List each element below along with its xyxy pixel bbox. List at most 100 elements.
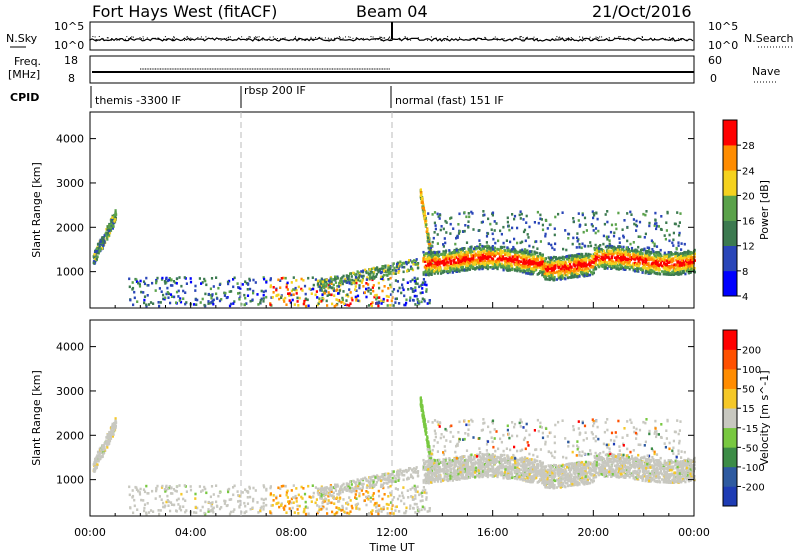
power-cell	[484, 253, 488, 256]
power-cell	[656, 263, 659, 267]
power-cell	[349, 302, 352, 305]
power-cell	[334, 275, 338, 279]
nsearch-point	[126, 36, 128, 38]
power-cell	[629, 210, 632, 214]
power-cell	[498, 263, 502, 266]
power-cell	[402, 270, 405, 274]
power-cell	[320, 300, 323, 303]
power-cell	[107, 233, 110, 237]
nsearch-point	[188, 39, 190, 41]
power-cell	[650, 262, 653, 266]
velocity-cell	[154, 497, 157, 500]
velocity-cell	[162, 501, 165, 505]
power-cell	[441, 259, 444, 263]
power-cell	[591, 272, 594, 276]
power-cell	[520, 269, 523, 273]
power-cell	[564, 270, 567, 274]
power-cell	[138, 285, 142, 288]
power-cell	[463, 247, 466, 250]
power-cell	[317, 302, 320, 305]
power-cell	[584, 252, 587, 256]
power-cell	[531, 253, 534, 256]
power-cell	[228, 304, 232, 308]
velocity-cell	[282, 484, 285, 488]
power-cell	[178, 299, 181, 302]
power-cell	[369, 274, 372, 277]
power-cell	[511, 248, 514, 251]
power-cell	[237, 292, 240, 295]
power-cell	[654, 260, 657, 263]
power-cell	[328, 281, 331, 285]
power-cell	[230, 290, 233, 293]
power-cell	[617, 262, 620, 265]
power-cell	[279, 279, 282, 282]
power-cell	[307, 304, 310, 308]
noise-tick-right-top: 10^5	[708, 20, 738, 33]
power-cell	[460, 268, 463, 272]
power-cell	[553, 260, 556, 263]
power-cell	[423, 299, 426, 303]
power-cell	[412, 262, 415, 266]
power-cell	[455, 268, 458, 272]
power-cell	[288, 294, 291, 297]
nsearch-point	[130, 37, 132, 39]
velocity-cell	[302, 487, 305, 490]
power-cell	[320, 286, 323, 290]
power-cell	[401, 286, 404, 289]
power-cell	[140, 290, 143, 294]
power-cell	[436, 212, 439, 216]
power-cell	[623, 249, 626, 253]
velocity-cell	[182, 497, 185, 501]
power-cell	[426, 270, 429, 274]
nsearch-point	[665, 38, 666, 40]
power-cell	[654, 222, 657, 225]
power-cell	[351, 298, 354, 302]
power-cell	[143, 301, 146, 305]
power-cell	[437, 254, 441, 258]
power-cell	[679, 252, 682, 255]
power-cell	[523, 258, 526, 262]
power-cell	[637, 245, 640, 249]
power-cell	[579, 256, 582, 259]
power-cell	[544, 267, 547, 270]
power-cell	[583, 274, 586, 277]
nsearch-point	[548, 39, 550, 41]
power-cell	[449, 266, 452, 270]
power-cell	[652, 265, 655, 269]
velocity-cell	[100, 455, 103, 458]
velocity-cell	[168, 485, 171, 488]
velocity-cell	[131, 489, 134, 492]
power-cell	[354, 285, 357, 288]
power-cell	[455, 256, 458, 259]
power-cell	[203, 277, 206, 281]
power-cell	[485, 257, 488, 261]
power-cell	[246, 294, 250, 297]
velocity-cell	[286, 496, 289, 499]
power-cell	[361, 278, 364, 282]
power-cell	[471, 254, 475, 258]
nsearch-point	[255, 36, 257, 38]
power-cell	[466, 269, 469, 272]
power-cell	[386, 270, 389, 274]
power-cell	[394, 301, 397, 304]
power-cell	[568, 276, 572, 279]
power-cell	[259, 299, 262, 302]
nsearch-point	[628, 37, 630, 39]
nsearch-point	[383, 37, 385, 39]
power-cell	[595, 267, 598, 270]
power-cell	[371, 301, 374, 304]
power-cell	[382, 297, 385, 301]
nsearch-point	[579, 36, 581, 38]
power-cell	[455, 270, 458, 273]
power-cell	[160, 290, 163, 293]
power-cell	[541, 223, 544, 227]
power-cell	[483, 249, 486, 253]
power-cell	[607, 253, 610, 257]
power-cell	[434, 224, 437, 227]
power-cell	[567, 271, 570, 274]
power-cell	[442, 245, 445, 248]
nsearch-point	[427, 39, 428, 41]
power-cell	[449, 217, 452, 220]
nsearch-point	[628, 39, 630, 41]
power-cell	[466, 257, 469, 261]
